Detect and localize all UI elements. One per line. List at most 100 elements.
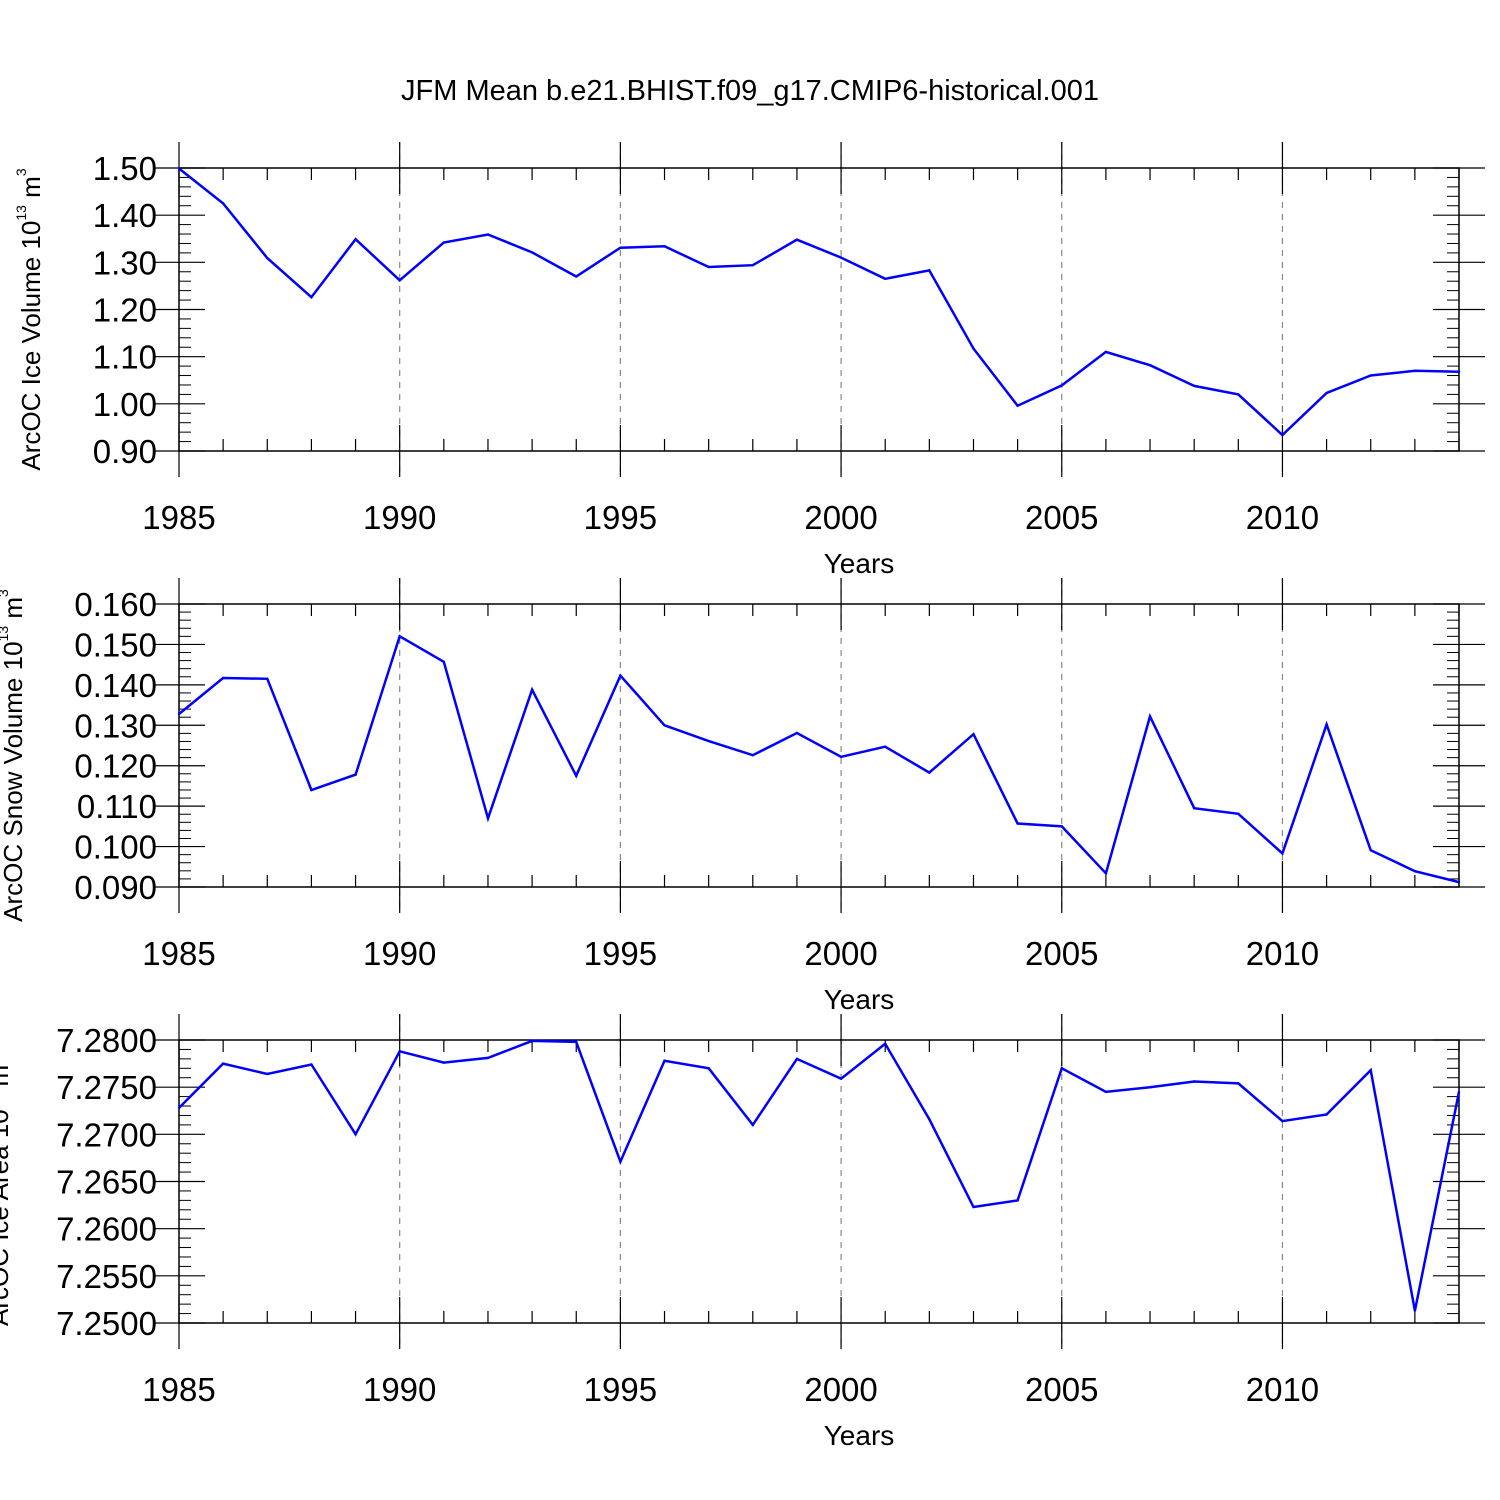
data-point-2012	[1369, 1068, 1372, 1072]
panel-ice-area: 1985 1990 1995 2000 2005 2010 7.2500 7.2550 7.26…	[0, 1014, 1485, 1451]
data-point-2002	[928, 1118, 931, 1121]
data-point-2001	[884, 1042, 887, 1045]
panel-snow-volume: 1985 1990 1995 2000 2005 20100.0900.1000.1100…	[0, 578, 1485, 1015]
data-point-2014	[1457, 880, 1461, 884]
y-tick-label-7.2500: 7.2500	[56, 1305, 157, 1342]
data-point-2005	[1060, 1067, 1063, 1070]
y-tick-label-1.20: 1.20	[93, 292, 157, 329]
data-point-1992	[486, 1056, 490, 1060]
plot-frame	[178, 603, 1460, 888]
data-point-1996	[663, 1059, 666, 1062]
y-tick-label-7.2650: 7.2650	[56, 1164, 157, 1201]
data-point-1998	[751, 754, 754, 757]
series-line	[178, 167, 1460, 437]
data-point-1999	[795, 238, 799, 241]
data-point-1994	[575, 774, 578, 778]
y-tick-label-0.140: 0.140	[74, 667, 157, 704]
data-point-2008	[1192, 806, 1196, 810]
y-tick-label-7.2700: 7.2700	[56, 1116, 157, 1153]
data-point-2014	[1457, 370, 1461, 373]
data-point-2013	[1413, 870, 1417, 873]
x-tick-label-1990: 1990	[363, 499, 436, 536]
y-tick-label-0.090: 0.090	[74, 869, 157, 906]
y-axis-label: ArcOC Snow Volume 1013 m3	[0, 589, 28, 922]
data-point-2003	[972, 732, 975, 736]
data-point-1994	[575, 1040, 578, 1044]
data-point-1999	[795, 731, 799, 735]
data-point-1991	[442, 1061, 446, 1064]
data-point-2001	[884, 277, 887, 281]
y-tick-label-0.160: 0.160	[74, 586, 157, 623]
y-tick-label-0.120: 0.120	[74, 748, 157, 785]
x-tick-label-2010: 2010	[1246, 935, 1319, 972]
data-point-2004	[1016, 1199, 1019, 1202]
y-axis-label-exponent: 13	[13, 205, 29, 221]
data-point-1990	[398, 635, 401, 638]
y-tick-label-1.50: 1.50	[93, 150, 157, 187]
x-tick-label-2010: 2010	[1246, 1371, 1319, 1408]
data-point-2011	[1325, 1113, 1328, 1116]
data-point-2000	[839, 1077, 843, 1080]
y-axis-label-text: ArcOC Ice Area 10	[0, 1109, 14, 1326]
x-axis-label: Years	[824, 984, 895, 1015]
plot-frame	[178, 1039, 1460, 1324]
x-tick-label-1990: 1990	[363, 935, 436, 972]
data-point-2012	[1369, 849, 1372, 852]
data-point-2000	[839, 256, 843, 259]
data-point-1985	[177, 167, 181, 170]
data-point-2007	[1148, 715, 1152, 718]
x-tick-label-1985: 1985	[142, 1371, 215, 1408]
data-point-1994	[575, 275, 578, 278]
data-point-2014	[1457, 1090, 1461, 1094]
x-tick-label-2005: 2005	[1025, 935, 1098, 972]
data-point-1993	[530, 1039, 534, 1043]
figure-title: JFM Mean b.e21.BHIST.f09_g17.CMIP6-histo…	[401, 75, 1099, 107]
data-point-1995	[619, 246, 622, 249]
data-point-1991	[442, 241, 446, 244]
data-point-1988	[310, 1063, 313, 1066]
plot-frame	[178, 167, 1460, 452]
y-axis-label-text: ArcOC Snow Volume 10	[0, 641, 28, 921]
y-axis-label-unit: m	[16, 176, 46, 205]
x-tick-label-2000: 2000	[804, 1371, 877, 1408]
y-axis-label: ArcOC Ice Area 1012 m2	[0, 1057, 14, 1326]
data-point-2012	[1369, 374, 1372, 377]
y-tick-label-0.90: 0.90	[93, 433, 157, 470]
data-point-2008	[1192, 384, 1196, 388]
data-point-1999	[795, 1057, 799, 1061]
data-point-1990	[398, 1050, 401, 1053]
y-axis-label-unit-exponent: 3	[13, 168, 29, 176]
data-point-1993	[530, 251, 534, 254]
y-tick-label-7.2600: 7.2600	[56, 1211, 157, 1248]
data-point-1988	[310, 296, 313, 299]
data-point-1989	[354, 1133, 357, 1136]
data-point-2000	[839, 755, 843, 759]
data-point-1985	[177, 1106, 181, 1110]
data-point-1995	[619, 1160, 622, 1163]
data-point-1989	[354, 238, 357, 241]
data-point-2010	[1281, 433, 1284, 437]
y-axis-label-unit: m	[0, 597, 28, 626]
data-point-2003	[972, 1205, 975, 1209]
series-line	[178, 1039, 1461, 1311]
data-point-2011	[1325, 723, 1328, 726]
x-axis-label: Years	[824, 548, 895, 579]
x-axis-label: Years	[824, 1420, 895, 1451]
y-tick-label-0.100: 0.100	[74, 829, 157, 866]
y-tick-label-7.2750: 7.2750	[56, 1069, 157, 1106]
y-tick-label-0.110: 0.110	[77, 788, 157, 825]
data-point-1997	[707, 1067, 710, 1070]
x-tick-label-1990: 1990	[363, 1371, 436, 1408]
data-point-2009	[1237, 812, 1240, 816]
y-axis-label-exponent: 13	[0, 626, 11, 642]
data-point-2003	[972, 347, 975, 350]
data-point-2008	[1192, 1080, 1196, 1083]
data-point-1985	[177, 712, 181, 716]
x-tick-label-2005: 2005	[1025, 1371, 1098, 1408]
data-point-2005	[1060, 384, 1063, 387]
y-tick-label-7.2550: 7.2550	[56, 1258, 157, 1295]
x-tick-label-1995: 1995	[584, 499, 657, 536]
x-tick-label-2000: 2000	[804, 935, 877, 972]
data-point-1997	[707, 265, 710, 269]
